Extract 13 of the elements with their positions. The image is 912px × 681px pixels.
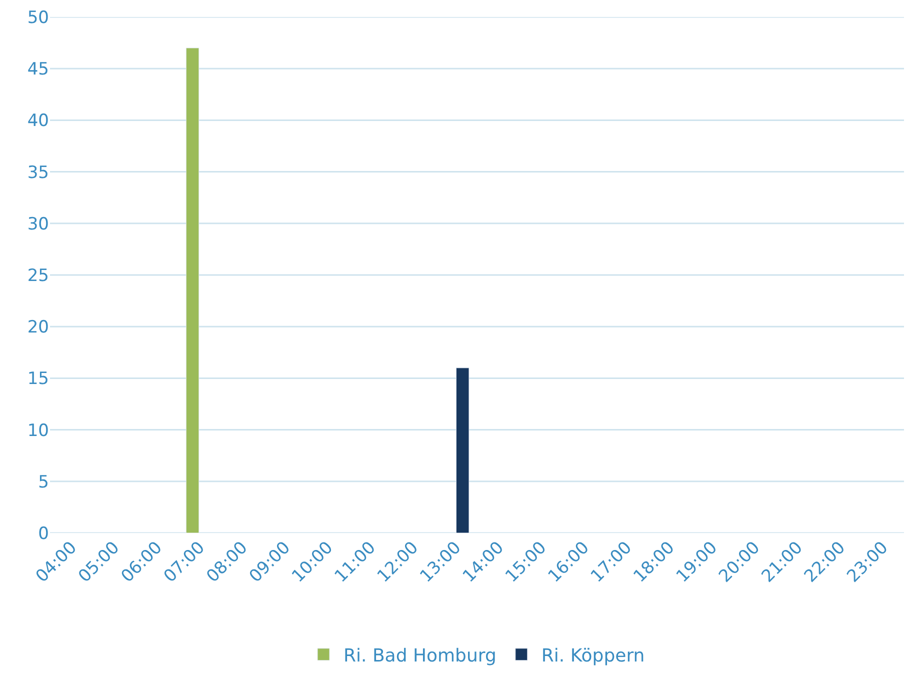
y-tick-label: 30 (27, 214, 49, 234)
y-tick-label: 15 (27, 369, 49, 390)
y-tick-label: 45 (27, 60, 49, 80)
y-tick-label: 40 (27, 111, 49, 132)
y-tick-label: 35 (27, 162, 49, 183)
y-tick-label: 50 (27, 8, 49, 28)
y-tick-label: 0 (38, 524, 49, 544)
legend-label: Ri. Köppern (541, 645, 645, 666)
y-tick-label: 5 (38, 472, 49, 492)
legend-label: Ri. Bad Homburg (344, 645, 496, 666)
y-tick-label: 20 (27, 318, 49, 338)
y-tick-label: 10 (27, 420, 49, 441)
y-tick-label: 25 (27, 266, 49, 286)
